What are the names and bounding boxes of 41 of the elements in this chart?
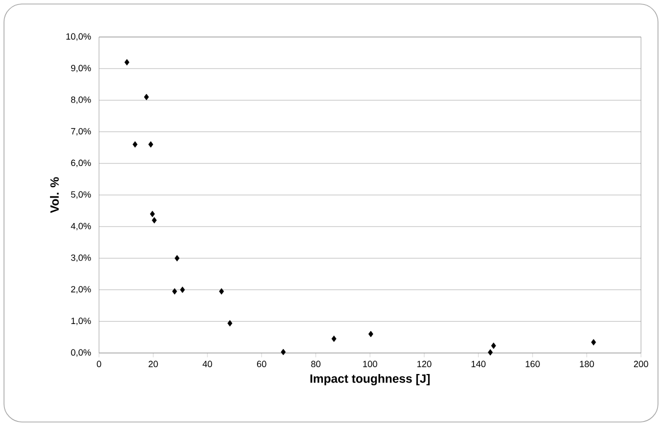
y-tick-label: 7,0% — [71, 128, 91, 136]
y-tick-label: 5,0% — [71, 191, 91, 199]
y-tick-label: 4,0% — [70, 222, 91, 230]
x-tick-label: 0 — [96, 360, 102, 368]
point — [227, 320, 232, 326]
y-tick-label: 8,0% — [71, 96, 91, 104]
y-axis-title: Vol. % — [50, 177, 59, 214]
y-tick-label: 6,0% — [71, 160, 91, 168]
x-tick-label: 180 — [580, 360, 594, 368]
point — [148, 141, 154, 148]
y-tick-label: 9,0% — [71, 64, 91, 72]
point — [124, 59, 130, 66]
point — [491, 342, 496, 349]
x-tick-label: 120 — [417, 360, 432, 368]
point — [368, 330, 374, 338]
y-tick-label: 2,0% — [71, 286, 91, 294]
point — [280, 348, 286, 356]
point — [144, 94, 149, 100]
point — [174, 254, 180, 262]
y-tick-label: 1,0% — [71, 318, 91, 326]
x-tick-label: 100 — [363, 360, 378, 368]
x-tick-label: 160 — [526, 360, 540, 368]
point — [591, 339, 596, 346]
point — [180, 286, 185, 293]
point — [219, 288, 224, 295]
x-axis-title: Impact toughness [J] — [310, 374, 430, 386]
y-tick-label: 10,0% — [66, 33, 91, 41]
point — [332, 336, 336, 342]
y-tick-label: 3,0% — [71, 254, 91, 262]
x-tick-label: 20 — [148, 360, 158, 368]
point — [488, 349, 493, 356]
point — [132, 141, 138, 148]
point — [150, 210, 155, 218]
x-tick-label: 140 — [472, 360, 486, 368]
point — [172, 288, 178, 295]
x-tick-label: 60 — [257, 360, 266, 368]
y-tick-label: 0,0% — [71, 349, 91, 357]
x-tick-label: 200 — [634, 360, 648, 368]
x-tick-label: 40 — [202, 360, 212, 368]
point — [152, 217, 157, 224]
x-tick-label: 80 — [311, 360, 320, 368]
